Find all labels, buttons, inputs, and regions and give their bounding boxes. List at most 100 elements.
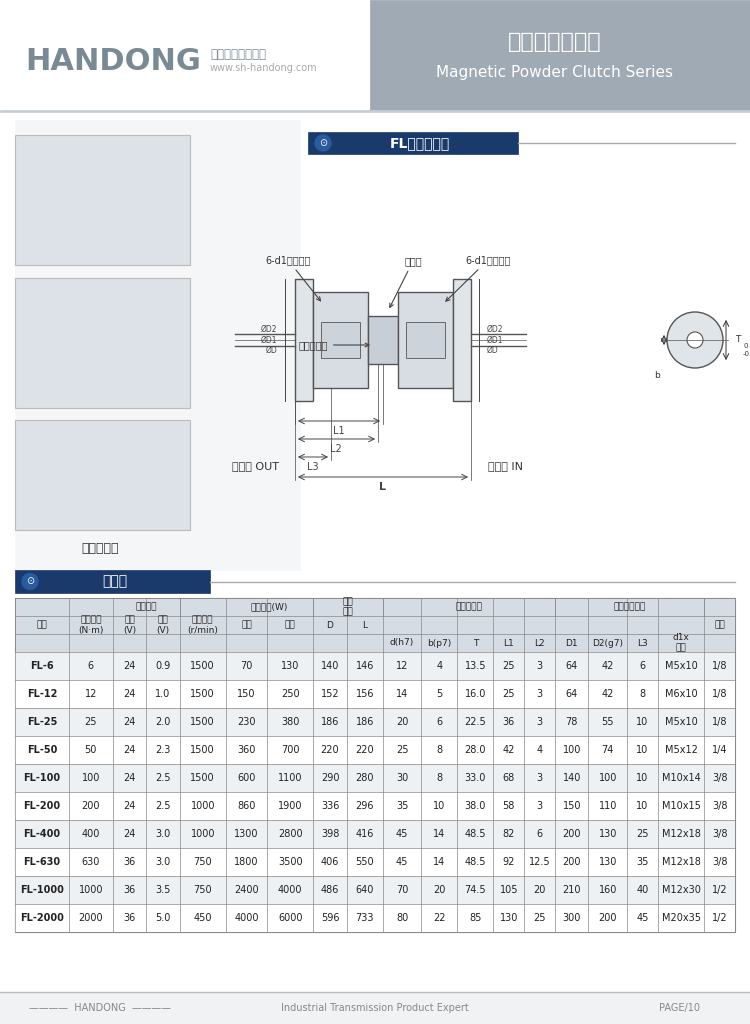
Text: 20: 20 <box>433 885 445 895</box>
Text: 74: 74 <box>602 745 614 755</box>
Text: d1x
深度: d1x 深度 <box>673 633 689 652</box>
Text: 电压
(V): 电压 (V) <box>123 615 136 635</box>
Bar <box>15 120 300 570</box>
Text: 70: 70 <box>396 885 408 895</box>
Text: FL-6: FL-6 <box>30 662 54 671</box>
Text: FL-630: FL-630 <box>23 857 61 867</box>
Text: T: T <box>472 639 478 647</box>
Text: 10: 10 <box>636 717 649 727</box>
Text: FL-200: FL-200 <box>23 801 61 811</box>
Text: 380: 380 <box>281 717 299 727</box>
Text: ØD2
ØD1
ØD: ØD2 ØD1 ØD <box>487 325 503 355</box>
Text: 140: 140 <box>321 662 339 671</box>
Bar <box>0 110 750 112</box>
Text: ⊙: ⊙ <box>319 138 327 148</box>
Bar <box>295 279 313 401</box>
Text: L3: L3 <box>637 639 648 647</box>
Text: 2000: 2000 <box>79 913 104 923</box>
Text: Industrial Transmission Product Expert: Industrial Transmission Product Expert <box>281 1002 469 1013</box>
Text: 许用转速
(r/min): 许用转速 (r/min) <box>188 615 218 635</box>
Text: 25: 25 <box>396 745 408 755</box>
Text: 45: 45 <box>636 913 649 923</box>
Bar <box>15 598 735 652</box>
Bar <box>15 708 735 736</box>
Text: 2800: 2800 <box>278 829 302 839</box>
Text: 8: 8 <box>436 773 442 783</box>
Text: 150: 150 <box>237 689 256 699</box>
Text: L2: L2 <box>330 444 342 454</box>
Text: 140: 140 <box>562 773 581 783</box>
Text: 6-d1固定螺孔: 6-d1固定螺孔 <box>446 255 511 301</box>
Bar <box>15 820 735 848</box>
Text: 68: 68 <box>503 773 515 783</box>
Text: 750: 750 <box>194 885 212 895</box>
Bar <box>15 848 735 876</box>
Text: 型号: 型号 <box>37 621 47 630</box>
Text: 16.0: 16.0 <box>464 689 486 699</box>
Text: 80: 80 <box>396 913 408 923</box>
Text: 450: 450 <box>194 913 212 923</box>
Text: 550: 550 <box>356 857 374 867</box>
Text: FL-50: FL-50 <box>27 745 57 755</box>
Bar <box>15 792 735 820</box>
Text: M5x12: M5x12 <box>664 745 698 755</box>
Text: 10: 10 <box>636 745 649 755</box>
Text: 1/2: 1/2 <box>712 885 728 895</box>
Text: 24: 24 <box>123 745 136 755</box>
Text: 28.0: 28.0 <box>464 745 486 755</box>
Text: 25: 25 <box>533 913 546 923</box>
Bar <box>313 292 368 388</box>
Text: 74.5: 74.5 <box>464 885 486 895</box>
Text: HANDONG: HANDONG <box>25 47 201 77</box>
Text: 4000: 4000 <box>278 885 302 895</box>
Text: 空气注入口: 空气注入口 <box>298 340 369 350</box>
Bar <box>15 420 190 530</box>
Text: T: T <box>735 336 740 344</box>
Text: 10: 10 <box>433 801 445 811</box>
Text: 50: 50 <box>85 745 97 755</box>
Text: 156: 156 <box>356 689 374 699</box>
Text: 2.3: 2.3 <box>155 745 170 755</box>
Text: 滑差功率(W): 滑差功率(W) <box>251 602 288 611</box>
Text: FL-2000: FL-2000 <box>20 913 64 923</box>
Text: 186: 186 <box>356 717 374 727</box>
Text: 10: 10 <box>636 773 649 783</box>
Text: 200: 200 <box>562 829 581 839</box>
Text: 1/8: 1/8 <box>712 662 728 671</box>
Text: M20x35: M20x35 <box>662 913 700 923</box>
Text: M12x18: M12x18 <box>662 829 700 839</box>
Text: 296: 296 <box>356 801 374 811</box>
Text: M10x14: M10x14 <box>662 773 700 783</box>
Bar <box>15 904 735 932</box>
Text: 360: 360 <box>237 745 256 755</box>
Text: 100: 100 <box>562 745 581 755</box>
Text: 1000: 1000 <box>79 885 103 895</box>
Text: 700: 700 <box>281 745 299 755</box>
Text: 130: 130 <box>500 913 518 923</box>
Text: 45: 45 <box>396 829 408 839</box>
Bar <box>15 876 735 904</box>
Bar <box>453 279 471 401</box>
Text: 6-d1固定螺孔: 6-d1固定螺孔 <box>266 255 320 301</box>
Text: b: b <box>654 371 660 380</box>
Text: 48.5: 48.5 <box>464 857 486 867</box>
Text: 10: 10 <box>636 801 649 811</box>
Text: M5x10: M5x10 <box>664 662 698 671</box>
Bar <box>321 322 360 358</box>
Text: 406: 406 <box>321 857 339 867</box>
Text: 14: 14 <box>433 857 445 867</box>
Text: 3/8: 3/8 <box>712 829 728 839</box>
Text: 轴联结尺寸: 轴联结尺寸 <box>455 602 482 611</box>
Text: 3.5: 3.5 <box>155 885 170 895</box>
Text: 130: 130 <box>281 662 299 671</box>
Text: FL型主要尺寸: FL型主要尺寸 <box>390 136 450 150</box>
Text: 6000: 6000 <box>278 913 302 923</box>
Text: 1300: 1300 <box>234 829 259 839</box>
Text: 2400: 2400 <box>234 885 259 895</box>
Text: 200: 200 <box>562 857 581 867</box>
Text: 42: 42 <box>602 689 614 699</box>
Text: L1: L1 <box>503 639 514 647</box>
Text: 40: 40 <box>636 885 649 895</box>
Text: 1.0: 1.0 <box>155 689 170 699</box>
Text: 1100: 1100 <box>278 773 302 783</box>
